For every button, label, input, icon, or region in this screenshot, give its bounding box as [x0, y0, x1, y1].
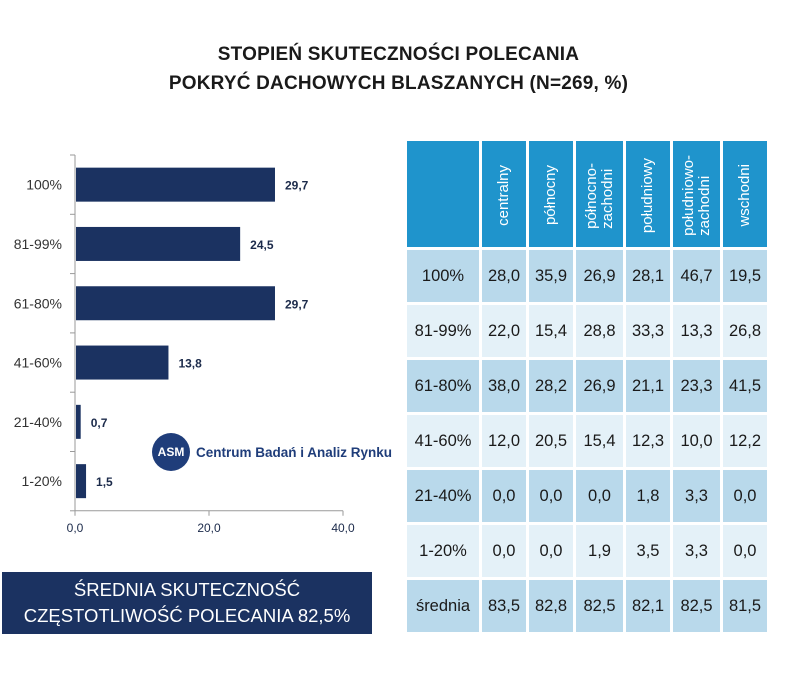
table-cell: 82,1	[626, 580, 670, 632]
bar-chart: 100% 29,7 81-99% 24,5 61-80% 29,7 41-60% 13,8 21…	[14, 154, 355, 535]
table-cell: 0,0	[723, 470, 767, 522]
table-cell: 12,2	[723, 415, 767, 467]
category-label: 21-40%	[14, 414, 62, 430]
table-cell: 82,5	[673, 580, 720, 632]
table-cell: 0,0	[482, 525, 526, 577]
bar	[76, 464, 87, 499]
table-cell: 0,0	[723, 525, 767, 577]
table-cell: 13,3	[673, 305, 720, 357]
column-header-poludniowy: południowy	[626, 141, 670, 247]
category-label: 41-60%	[14, 355, 62, 371]
column-header-centralny: centralny	[482, 141, 526, 247]
bar	[76, 404, 81, 439]
table-cell: 0,0	[576, 470, 623, 522]
row-label: 1-20%	[407, 525, 479, 577]
table-cell: 23,3	[673, 360, 720, 412]
row-label: średnia	[407, 580, 479, 632]
column-header-polnocny: północny	[529, 141, 573, 247]
row-label: 61-80%	[407, 360, 479, 412]
table-cell: 15,4	[529, 305, 573, 357]
row-label: 100%	[407, 250, 479, 302]
table-row: 100% 28,0 35,9 26,9 28,1 46,7 19,5	[407, 250, 767, 302]
x-tick-label: 0,0	[67, 521, 84, 535]
table-cell: 28,2	[529, 360, 573, 412]
table-cell: 1,8	[626, 470, 670, 522]
table-cell: 26,8	[723, 305, 767, 357]
table-cell: 10,0	[673, 415, 720, 467]
x-tick-label: 40,0	[331, 521, 355, 535]
table-cell: 28,0	[482, 250, 526, 302]
value-label: 29,7	[285, 297, 309, 311]
table-cell: 0,0	[529, 470, 573, 522]
column-header-wschodni: wschodni	[723, 141, 767, 247]
table-cell: 28,1	[626, 250, 670, 302]
table-cell: 38,0	[482, 360, 526, 412]
value-label: 1,5	[96, 475, 113, 489]
title-line-1: STOPIEŃ SKUTECZNOŚCI POLECANIA	[217, 44, 580, 65]
row-label: 21-40%	[407, 470, 479, 522]
title-line-2: POKRYĆ DACHOWYCH BLASZANYCH (N=269, %)	[168, 73, 629, 94]
average-box: ŚREDNIA SKUTECZNOŚĆ CZĘSTOTLIWOŚĆ POLECA…	[2, 572, 372, 634]
table-row: średnia 83,5 82,8 82,5 82,1 82,5 81,5	[407, 580, 767, 632]
table-cell: 82,5	[576, 580, 623, 632]
table-cell: 19,5	[723, 250, 767, 302]
table-cell: 3,5	[626, 525, 670, 577]
row-label: 41-60%	[407, 415, 479, 467]
table-cell: 12,3	[626, 415, 670, 467]
table-cell: 26,9	[576, 250, 623, 302]
table-cell: 21,1	[626, 360, 670, 412]
table-cell: 46,7	[673, 250, 720, 302]
bar	[76, 167, 275, 202]
table-row: 61-80% 38,0 28,2 26,9 21,1 23,3 41,5	[407, 360, 767, 412]
value-label: 0,7	[91, 416, 108, 430]
table-cell: 1,9	[576, 525, 623, 577]
table-cell: 83,5	[482, 580, 526, 632]
category-label: 61-80%	[14, 295, 62, 311]
chart-title: STOPIEŃ SKUTECZNOŚCI POLECANIA POKRYĆ DA…	[0, 40, 797, 98]
table-cell: 12,0	[482, 415, 526, 467]
table-cell: 15,4	[576, 415, 623, 467]
table-cell: 82,8	[529, 580, 573, 632]
table-cell: 20,5	[529, 415, 573, 467]
table-cell: 26,9	[576, 360, 623, 412]
asm-logo-mark: ASM	[152, 433, 190, 471]
table-row: 21-40% 0,0 0,0 0,0 1,8 3,3 0,0	[407, 470, 767, 522]
asm-logo: ASM Centrum Badań i Analiz Rynku	[152, 433, 392, 471]
average-line-2: CZĘSTOTLIWOŚĆ POLECANIA 82,5%	[23, 605, 351, 626]
bar	[76, 345, 169, 380]
table-cell: 41,5	[723, 360, 767, 412]
x-tick-label: 20,0	[197, 521, 221, 535]
category-label: 81-99%	[14, 236, 62, 252]
bar	[76, 286, 275, 321]
table-cell: 0,0	[482, 470, 526, 522]
table-cell: 0,0	[529, 525, 573, 577]
value-label: 29,7	[285, 179, 309, 193]
value-label: 13,8	[178, 357, 202, 371]
value-label: 24,5	[250, 238, 274, 252]
category-label: 1-20%	[22, 473, 62, 489]
bar	[76, 226, 241, 261]
table-cell: 28,8	[576, 305, 623, 357]
table-cell: 22,0	[482, 305, 526, 357]
column-header-poludniowo-zachodni: południowo- zachodni	[673, 141, 720, 247]
table-corner	[407, 141, 479, 247]
average-line-1: ŚREDNIA SKUTECZNOŚĆ	[73, 579, 301, 600]
table-row: 81-99% 22,0 15,4 28,8 33,3 13,3 26,8	[407, 305, 767, 357]
asm-logo-text: Centrum Badań i Analiz Rynku	[196, 444, 393, 460]
table-header-row: centralny północny północno- zachodni po…	[407, 141, 767, 247]
row-label: 81-99%	[407, 305, 479, 357]
column-header-polnocno-zachodni: północno- zachodni	[576, 141, 623, 247]
table-cell: 81,5	[723, 580, 767, 632]
table-cell: 35,9	[529, 250, 573, 302]
table-row: 1-20% 0,0 0,0 1,9 3,5 3,3 0,0	[407, 525, 767, 577]
table-cell: 3,3	[673, 470, 720, 522]
table-cell: 3,3	[673, 525, 720, 577]
region-table: centralny północny północno- zachodni po…	[404, 138, 770, 635]
table-cell: 33,3	[626, 305, 670, 357]
category-label: 100%	[26, 177, 62, 193]
table-row: 41-60% 12,0 20,5 15,4 12,3 10,0 12,2	[407, 415, 767, 467]
